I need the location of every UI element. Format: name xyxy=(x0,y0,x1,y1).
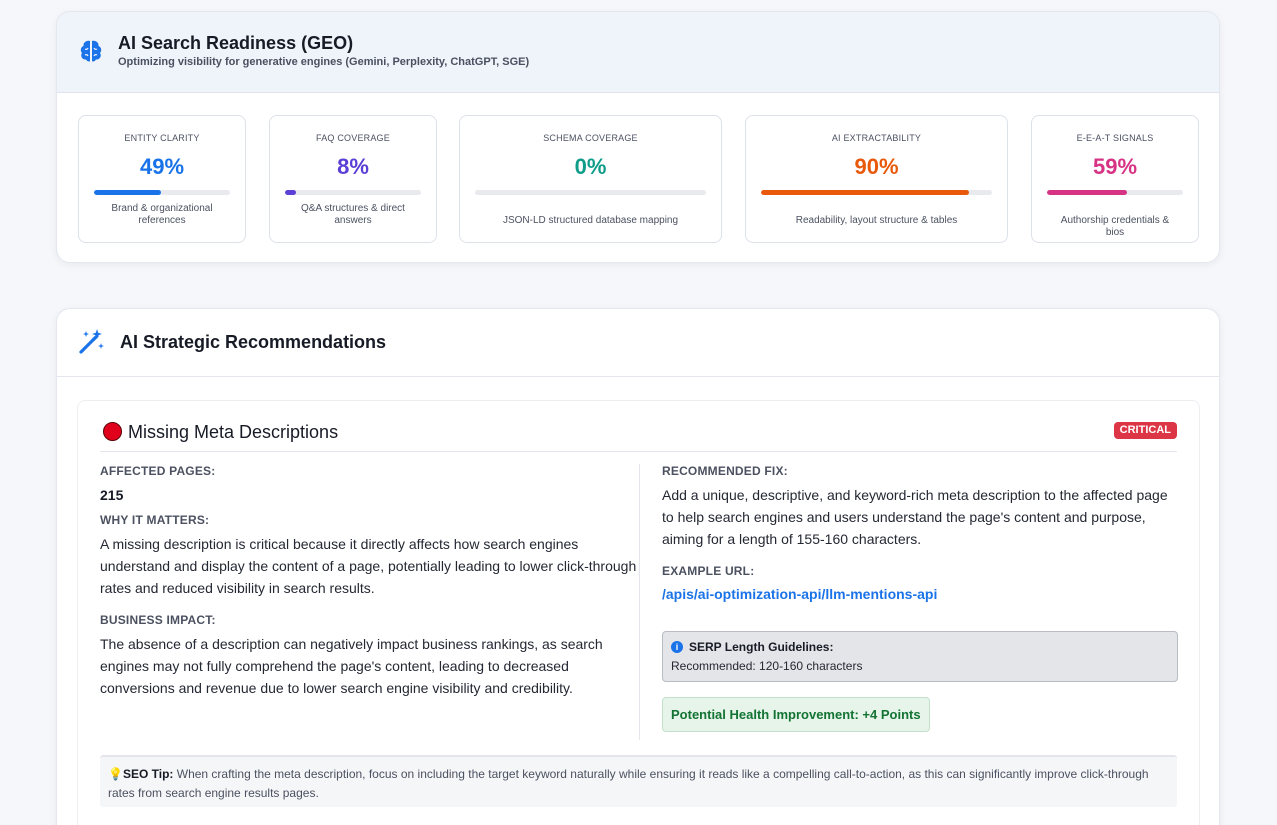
recommendations-title: AI Strategic Recommendations xyxy=(120,332,387,352)
metric-ai-extractability: AI EXTRACTABILITY 90% Readability, layou… xyxy=(745,115,1008,243)
metric-progress-fill xyxy=(761,190,969,195)
issue-card: Missing Meta Descriptions CRITICAL AFFEC… xyxy=(77,400,1200,825)
column-divider xyxy=(639,464,640,740)
business-impact-text: The absence of a description can negativ… xyxy=(100,636,603,696)
metric-label: AI EXTRACTABILITY xyxy=(831,133,922,143)
metric-value: 8% xyxy=(337,154,369,179)
metric-progress-bar xyxy=(475,190,706,195)
metric-eeat-signals: E-E-A-T SIGNALS 59% Authorship credentia… xyxy=(1031,115,1199,243)
recommendations-header: AI Strategic Recommendations xyxy=(57,309,1219,377)
metric-schema-coverage: SCHEMA COVERAGE 0% JSON-LD structured da… xyxy=(459,115,722,243)
issue-title: Missing Meta Descriptions xyxy=(128,422,339,442)
metric-progress-bar xyxy=(761,190,992,195)
metric-value: 49% xyxy=(139,154,185,179)
magic-wand-icon xyxy=(79,329,104,354)
metric-description: Authorship credentials & bios xyxy=(1060,215,1170,238)
metric-label: SCHEMA COVERAGE xyxy=(543,133,638,143)
health-improvement-badge: Potential Health Improvement: +4 Points xyxy=(662,697,930,732)
seo-tip-box: 💡SEO Tip: When crafting the meta descrip… xyxy=(100,755,1177,807)
affected-pages-value: 215 xyxy=(100,487,124,503)
geo-subtitle: Optimizing visibility for generative eng… xyxy=(118,56,530,68)
metric-description: Q&A structures & direct answers xyxy=(301,203,405,226)
metric-progress-bar xyxy=(1047,190,1183,195)
severity-badge: CRITICAL xyxy=(1113,422,1177,439)
metric-progress-fill xyxy=(1047,190,1128,195)
serp-guidelines-text: Recommended: 120-160 characters xyxy=(671,659,863,673)
metrics-row: ENTITY CLARITY 49% Brand & organizationa… xyxy=(57,12,1219,262)
issue-details-left: AFFECTED PAGES: 215 WHY IT MATTERS: A mi… xyxy=(100,464,640,699)
recommended-fix-text: Add a unique, descriptive, and keyword-r… xyxy=(662,487,1168,547)
recommendations-card: AI Strategic Recommendations Missing Met… xyxy=(56,308,1220,825)
recommended-fix-label: RECOMMENDED FIX: xyxy=(662,464,788,478)
info-icon: i xyxy=(671,641,683,653)
red-circle-icon xyxy=(103,422,122,441)
metric-value: 59% xyxy=(1092,154,1138,179)
why-it-matters-text: A missing description is critical becaus… xyxy=(100,536,637,596)
metric-value: 90% xyxy=(854,154,899,179)
geo-header: AI Search Readiness (GEO) Optimizing vis… xyxy=(57,12,1219,93)
why-it-matters-label: WHY IT MATTERS: xyxy=(100,513,210,527)
lightbulb-icon: 💡 xyxy=(108,767,123,781)
affected-pages-label: AFFECTED PAGES: xyxy=(100,464,216,478)
metric-label: E-E-A-T SIGNALS xyxy=(1076,133,1154,143)
seo-tip-label: SEO Tip: xyxy=(122,767,174,781)
metric-progress-fill xyxy=(285,190,296,195)
geo-title: AI Search Readiness (GEO) xyxy=(118,33,354,53)
issue-header: Missing Meta Descriptions CRITICAL xyxy=(100,401,1177,452)
example-url-label: EXAMPLE URL: xyxy=(662,564,755,578)
seo-tip-text: When crafting the meta description, focu… xyxy=(108,767,1149,800)
geo-readiness-card: AI Search Readiness (GEO) Optimizing vis… xyxy=(56,11,1220,263)
issue-details-right: RECOMMENDED FIX: Add a unique, descripti… xyxy=(662,464,1178,732)
metric-label: FAQ COVERAGE xyxy=(316,133,390,143)
metric-description: Readability, layout structure & tables xyxy=(795,215,958,226)
example-url-link[interactable]: /apis/ai-optimization-api/llm-mentions-a… xyxy=(662,586,938,602)
metric-entity-clarity: ENTITY CLARITY 49% Brand & organizationa… xyxy=(78,115,246,243)
business-impact-label: BUSINESS IMPACT: xyxy=(100,613,216,627)
metric-description: Brand & organizational references xyxy=(111,203,213,226)
serp-guidelines-box: i SERP Length Guidelines: Recommended: 1… xyxy=(662,631,1178,682)
metric-description: JSON-LD structured database mapping xyxy=(502,215,679,226)
metric-label: ENTITY CLARITY xyxy=(124,133,200,143)
brain-icon xyxy=(80,40,102,62)
metric-progress-bar xyxy=(94,190,230,195)
serp-guidelines-title: SERP Length Guidelines: xyxy=(689,640,834,654)
metric-progress-fill xyxy=(94,190,161,195)
metric-faq-coverage: FAQ COVERAGE 8% Q&A structures & direct … xyxy=(269,115,437,243)
metric-progress-bar xyxy=(285,190,421,195)
metric-value: 0% xyxy=(574,154,607,179)
